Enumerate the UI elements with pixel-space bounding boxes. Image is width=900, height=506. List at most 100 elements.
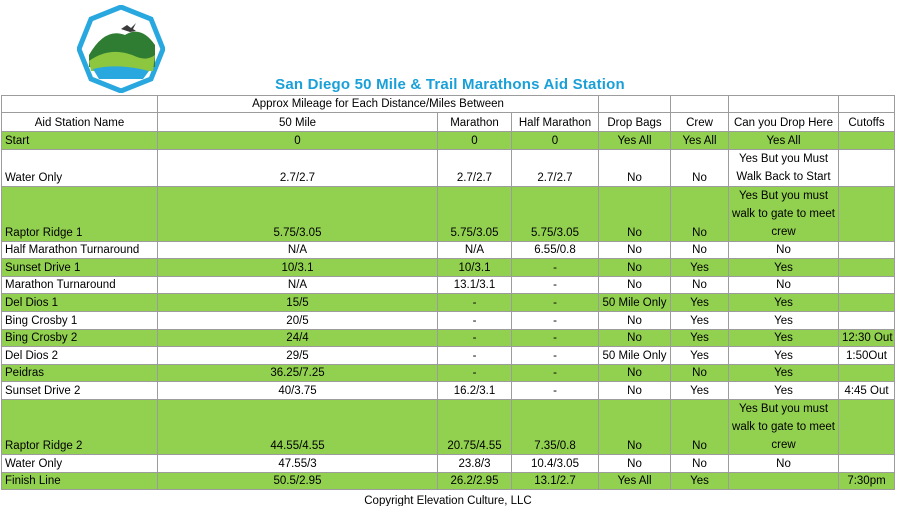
mileage-50mile-cell: 44.55/4.55 bbox=[157, 398, 438, 455]
crew-cell: Yes bbox=[670, 346, 729, 365]
mileage-50mile-cell: 20/5 bbox=[157, 310, 438, 330]
header-spacer bbox=[728, 95, 839, 113]
drop-bags-cell: No bbox=[598, 381, 671, 400]
mileage-half-cell: - bbox=[511, 275, 599, 295]
mileage-half-cell: 13.1/2.7 bbox=[511, 471, 599, 491]
cutoff-cell bbox=[838, 258, 895, 277]
table-row: Half Marathon Turnaround N/A N/A 6.55/0.8 No… bbox=[1, 240, 895, 260]
station-name-cell: Water Only bbox=[1, 148, 158, 187]
crew-cell: Yes bbox=[670, 328, 729, 348]
cutoff-cell bbox=[838, 185, 895, 242]
mileage-half-cell: - bbox=[511, 258, 599, 277]
can-drop-here-cell: No bbox=[728, 453, 839, 473]
col-header-dropbags: Drop Bags bbox=[598, 112, 671, 132]
cutoff-cell bbox=[838, 131, 895, 150]
station-name-cell: Bing Crosby 1 bbox=[1, 310, 158, 330]
crew-cell: Yes All bbox=[670, 131, 729, 150]
table-row: Del Dios 2 29/5- -50 Mile Only Yes Yes 1:50Ou… bbox=[1, 346, 895, 365]
drop-bags-cell: 50 Mile Only bbox=[598, 293, 671, 312]
cutoff-cell bbox=[838, 453, 895, 473]
station-name-cell: Bing Crosby 2 bbox=[1, 328, 158, 348]
cutoff-cell: 7:30pm bbox=[838, 471, 895, 491]
crew-cell: No bbox=[670, 185, 729, 242]
crew-cell: No bbox=[670, 363, 729, 383]
cutoff-cell bbox=[838, 240, 895, 260]
cutoff-cell bbox=[838, 293, 895, 312]
mileage-50mile-cell: 36.25/7.25 bbox=[157, 363, 438, 383]
can-drop-here-cell: Yes bbox=[728, 258, 839, 277]
mileage-marathon-cell: 13.1/3.1 bbox=[437, 275, 512, 295]
can-drop-here-cell: Yes But you must walk to gate to meet cr… bbox=[728, 398, 839, 455]
mileage-50mile-cell: 15/5 bbox=[157, 293, 438, 312]
col-header-marathon: Marathon bbox=[437, 112, 512, 132]
mileage-half-cell: - bbox=[511, 363, 599, 383]
crew-cell: Yes bbox=[670, 310, 729, 330]
table-row: Marathon Turnaround N/A 13.1/3.1- No No No bbox=[1, 275, 895, 295]
header: San Diego 50 Mile & Trail Marathons Aid … bbox=[0, 0, 900, 95]
mileage-marathon-cell: 16.2/3.1 bbox=[437, 381, 512, 400]
drop-bags-cell: No bbox=[598, 240, 671, 260]
crew-cell: No bbox=[670, 453, 729, 473]
mileage-50mile-cell: 2.7/2.7 bbox=[157, 148, 438, 187]
page-title: San Diego 50 Mile & Trail Marathons Aid … bbox=[275, 76, 625, 93]
crew-cell: No bbox=[670, 148, 729, 187]
mileage-50mile-cell: 24/4 bbox=[157, 328, 438, 348]
mileage-50mile-cell: 0 bbox=[157, 131, 438, 150]
col-header-crew: Crew bbox=[670, 112, 729, 132]
header-spacer bbox=[670, 95, 729, 113]
cutoff-cell bbox=[838, 310, 895, 330]
table-row: Bing Crosby 2 24/4- - No Yes Yes 12:30 Out bbox=[1, 328, 895, 348]
table-row: Raptor Ridge 2 44.55/4.55 20.75/4.55 7.35/0… bbox=[1, 398, 895, 455]
header-spacer bbox=[598, 95, 671, 113]
mileage-half-cell: 7.35/0.8 bbox=[511, 398, 599, 455]
mileage-half-cell: 0 bbox=[511, 131, 599, 150]
mountain-bird-logo-icon bbox=[77, 5, 165, 93]
crew-cell: No bbox=[670, 398, 729, 455]
mileage-marathon-cell: 2.7/2.7 bbox=[437, 148, 512, 187]
header-spacer bbox=[838, 95, 895, 113]
mileage-50mile-cell: 29/5 bbox=[157, 346, 438, 365]
mileage-marathon-cell: - bbox=[437, 363, 512, 383]
drop-bags-cell: Yes All bbox=[598, 131, 671, 150]
mileage-half-cell: 6.55/0.8 bbox=[511, 240, 599, 260]
drop-bags-cell: No bbox=[598, 453, 671, 473]
table-row: Raptor Ridge 1 5.75/3.05 5.75/3.05 5.75/3.0… bbox=[1, 185, 895, 242]
cutoff-cell: 1:50Out bbox=[838, 346, 895, 365]
station-name-cell: Half Marathon Turnaround bbox=[1, 240, 158, 260]
mileage-marathon-cell: 0 bbox=[437, 131, 512, 150]
cutoff-cell bbox=[838, 363, 895, 383]
mileage-marathon-cell: - bbox=[437, 293, 512, 312]
table-row: Start 0 0 0 Yes All Yes All Yes All bbox=[1, 131, 895, 150]
drop-bags-cell: No bbox=[598, 185, 671, 242]
station-name-cell: Sunset Drive 2 bbox=[1, 381, 158, 400]
mileage-50mile-cell: 47.55/3 bbox=[157, 453, 438, 473]
header-spacer bbox=[1, 95, 158, 113]
col-header-cutoffs: Cutoffs bbox=[838, 112, 895, 132]
table-row: Del Dios 1 15/5- -50 Mile Only Yes Yes bbox=[1, 293, 895, 312]
table-row: Peidras 36.25/7.25- - No No Yes bbox=[1, 363, 895, 383]
mileage-marathon-cell: - bbox=[437, 346, 512, 365]
can-drop-here-cell: Yes bbox=[728, 293, 839, 312]
drop-bags-cell: No bbox=[598, 363, 671, 383]
mileage-marathon-cell: - bbox=[437, 328, 512, 348]
mileage-50mile-cell: 40/3.75 bbox=[157, 381, 438, 400]
mileage-marathon-cell: 20.75/4.55 bbox=[437, 398, 512, 455]
mileage-50mile-cell: N/A bbox=[157, 240, 438, 260]
station-name-cell: Water Only bbox=[1, 453, 158, 473]
mileage-half-cell: - bbox=[511, 310, 599, 330]
mileage-50mile-cell: 10/3.1 bbox=[157, 258, 438, 277]
can-drop-here-cell: Yes bbox=[728, 328, 839, 348]
drop-bags-cell: No bbox=[598, 310, 671, 330]
can-drop-here-cell: Yes bbox=[728, 346, 839, 365]
table-row: Bing Crosby 1 20/5- - No Yes Yes bbox=[1, 310, 895, 330]
mileage-marathon-cell: 10/3.1 bbox=[437, 258, 512, 277]
cutoff-cell: 4:45 Out bbox=[838, 381, 895, 400]
station-name-cell: Raptor Ridge 2 bbox=[1, 398, 158, 455]
cutoff-cell bbox=[838, 275, 895, 295]
station-name-cell: Finish Line bbox=[1, 471, 158, 491]
mileage-50mile-cell: N/A bbox=[157, 275, 438, 295]
drop-bags-cell: No bbox=[598, 148, 671, 187]
group-header: Approx Mileage for Each Distance/Miles B… bbox=[157, 95, 599, 113]
col-header-drop: Can you Drop Here bbox=[728, 112, 839, 132]
mileage-50mile-cell: 5.75/3.05 bbox=[157, 185, 438, 242]
